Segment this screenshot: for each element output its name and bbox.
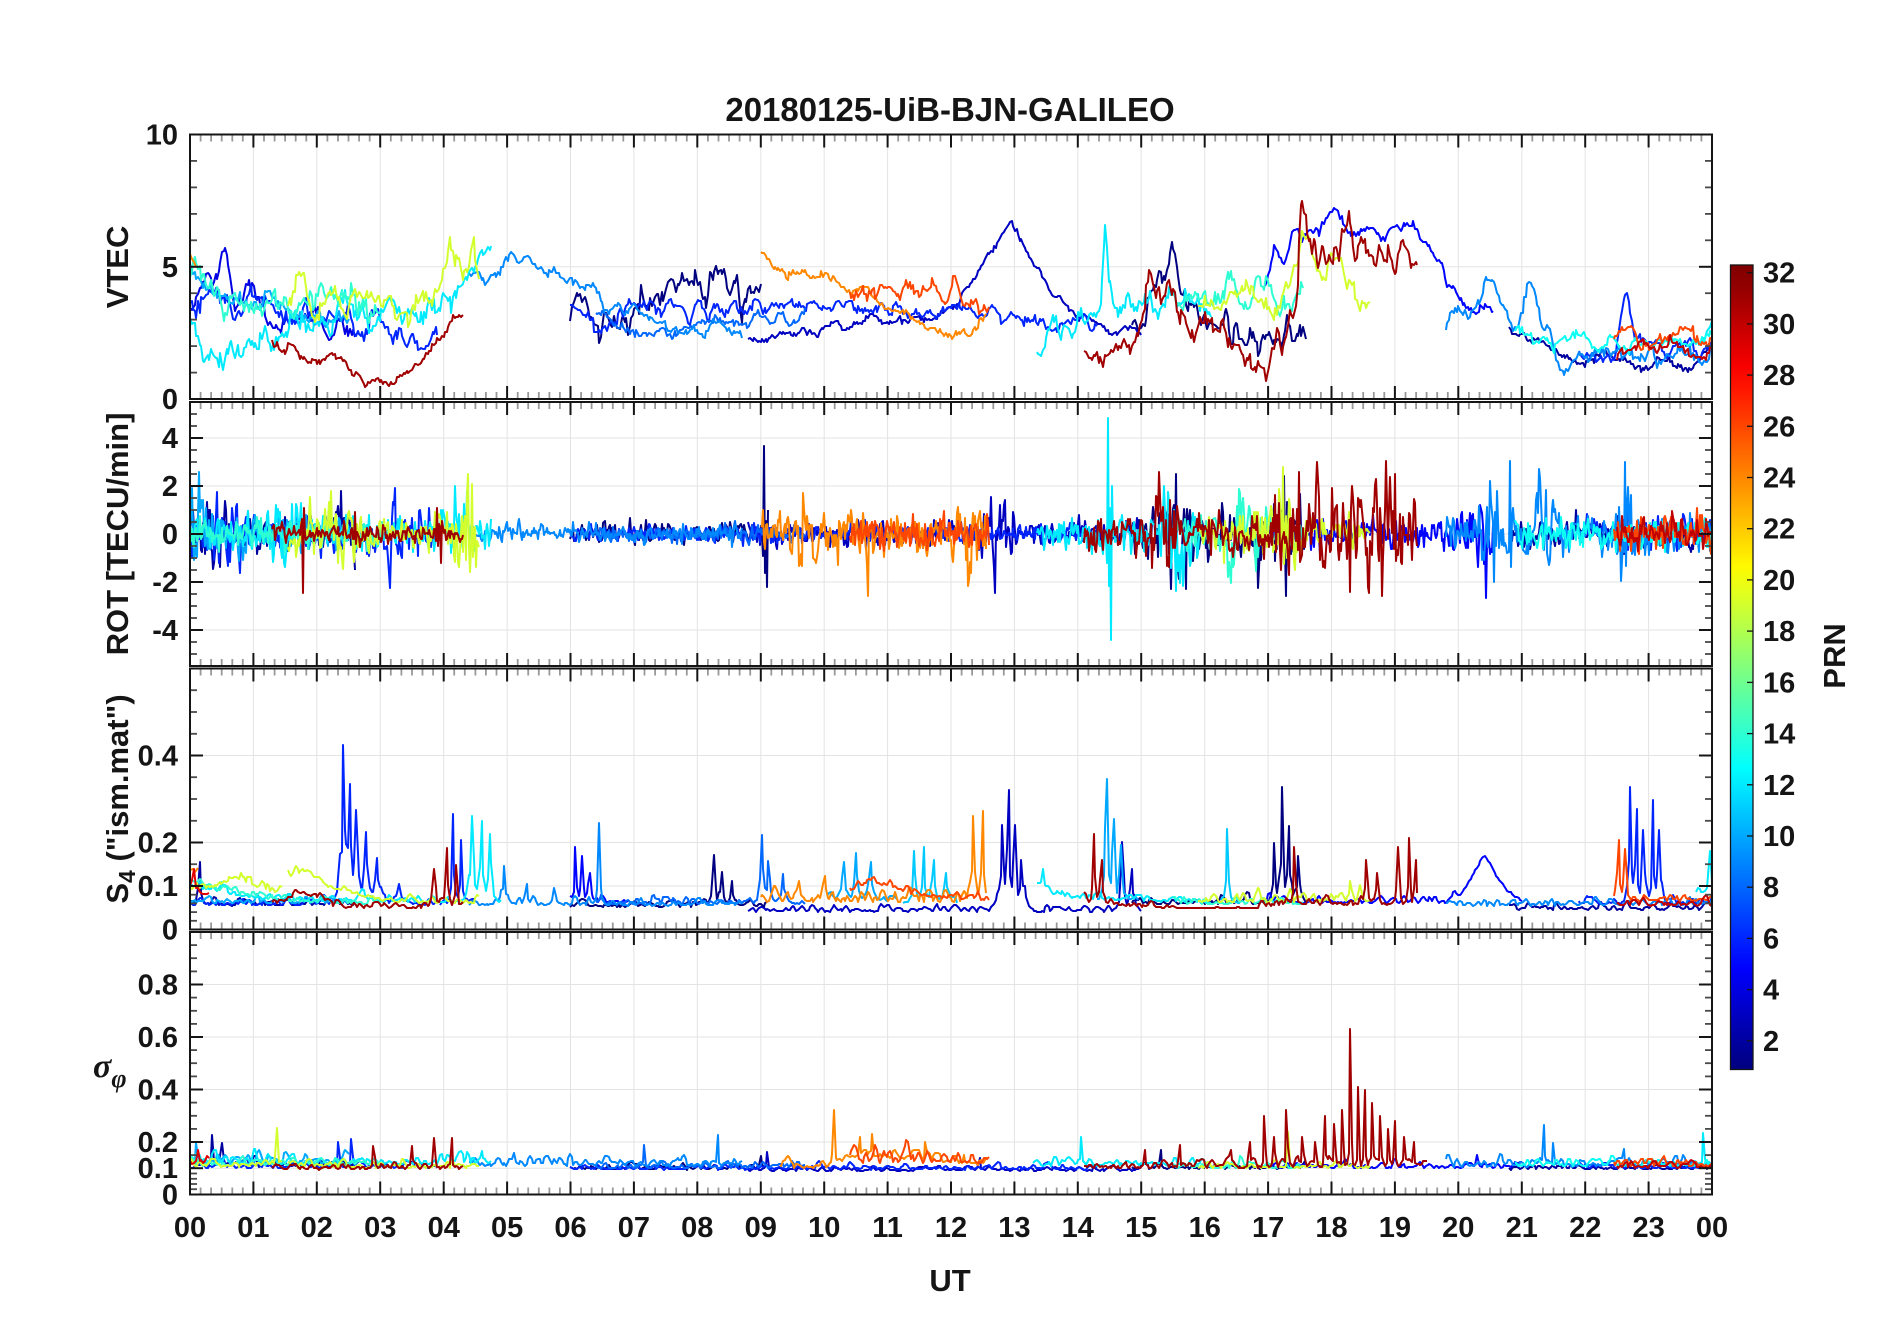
svg-text:09: 09: [745, 1212, 777, 1244]
svg-text:24: 24: [1763, 463, 1795, 495]
svg-text:22: 22: [1569, 1212, 1601, 1244]
svg-text:8: 8: [1763, 872, 1779, 904]
svg-text:11: 11: [872, 1212, 903, 1244]
svg-text:18: 18: [1315, 1212, 1347, 1244]
svg-text:06: 06: [554, 1212, 586, 1244]
svg-text:16: 16: [1189, 1212, 1221, 1244]
svg-text:0: 0: [162, 915, 178, 947]
svg-text:00: 00: [1696, 1212, 1728, 1244]
svg-text:6: 6: [1763, 923, 1779, 955]
svg-text:19: 19: [1379, 1212, 1411, 1244]
svg-text:20: 20: [1442, 1212, 1474, 1244]
svg-text:23: 23: [1632, 1212, 1664, 1244]
svg-text:30: 30: [1763, 309, 1795, 341]
svg-text:08: 08: [681, 1212, 713, 1244]
svg-text:0: 0: [162, 1180, 178, 1212]
svg-text:18: 18: [1763, 616, 1795, 648]
svg-text:13: 13: [998, 1212, 1030, 1244]
svg-text:17: 17: [1252, 1212, 1284, 1244]
svg-text:0.6: 0.6: [138, 1022, 178, 1054]
svg-text:0: 0: [162, 384, 178, 416]
svg-text:0.2: 0.2: [138, 828, 178, 860]
svg-text:03: 03: [364, 1212, 396, 1244]
svg-text:4: 4: [1763, 975, 1779, 1007]
svg-text:2: 2: [1763, 1026, 1779, 1058]
svg-text:04: 04: [428, 1212, 460, 1244]
svg-text:S4 ("ism.mat"): S4 ("ism.mat"): [100, 694, 140, 903]
svg-text:0.1: 0.1: [138, 1153, 178, 1185]
svg-text:02: 02: [301, 1212, 333, 1244]
svg-text:07: 07: [618, 1212, 650, 1244]
svg-text:VTEC: VTEC: [100, 226, 135, 309]
svg-text:12: 12: [1763, 770, 1795, 802]
svg-text:00: 00: [174, 1212, 206, 1244]
svg-text:28: 28: [1763, 360, 1795, 392]
svg-text:20180125-UiB-BJN-GALILEO: 20180125-UiB-BJN-GALILEO: [725, 91, 1174, 128]
svg-text:14: 14: [1062, 1212, 1094, 1244]
svg-text:26: 26: [1763, 411, 1795, 443]
svg-text:-2: -2: [152, 567, 178, 599]
svg-text:10: 10: [1763, 821, 1795, 853]
svg-text:0.8: 0.8: [138, 970, 178, 1002]
svg-text:0.4: 0.4: [138, 741, 178, 773]
svg-text:-4: -4: [152, 615, 178, 647]
svg-text:10: 10: [146, 120, 178, 152]
svg-text:21: 21: [1506, 1212, 1538, 1244]
svg-text:01: 01: [237, 1212, 269, 1244]
svg-text:22: 22: [1763, 514, 1795, 546]
svg-text:4: 4: [162, 423, 178, 455]
svg-text:0.1: 0.1: [138, 871, 178, 903]
svg-text:σφ: σφ: [93, 1048, 127, 1093]
svg-text:0.2: 0.2: [138, 1127, 178, 1159]
svg-text:UT: UT: [929, 1263, 970, 1298]
svg-text:14: 14: [1763, 719, 1795, 751]
svg-text:15: 15: [1125, 1212, 1157, 1244]
svg-text:2: 2: [162, 471, 178, 503]
svg-text:16: 16: [1763, 667, 1795, 699]
svg-text:0: 0: [162, 519, 178, 551]
svg-text:32: 32: [1763, 258, 1795, 290]
svg-text:12: 12: [935, 1212, 967, 1244]
svg-text:0.4: 0.4: [138, 1075, 178, 1107]
svg-text:5: 5: [162, 252, 178, 284]
svg-text:10: 10: [808, 1212, 840, 1244]
svg-text:05: 05: [491, 1212, 523, 1244]
svg-text:ROT [TECU/min]: ROT [TECU/min]: [100, 413, 135, 656]
svg-text:20: 20: [1763, 565, 1795, 597]
svg-text:PRN: PRN: [1817, 623, 1852, 688]
